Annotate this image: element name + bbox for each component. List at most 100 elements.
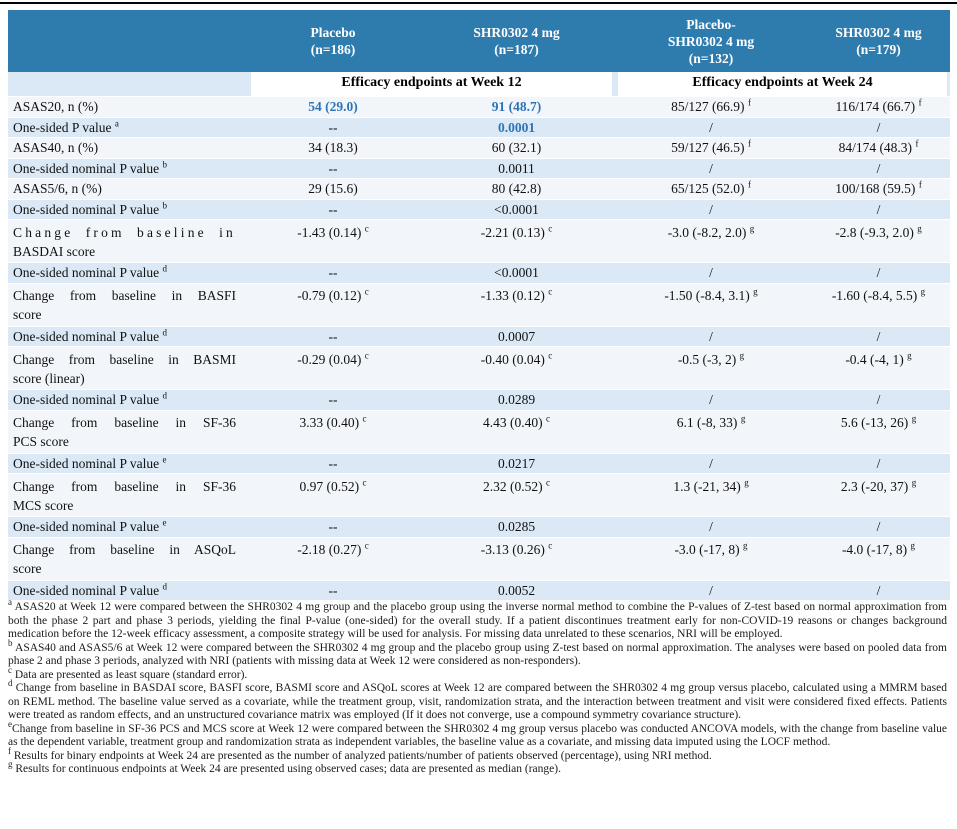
data-cell: -2.18 (0.27) c xyxy=(297,540,369,557)
table-row: One-sided P value a -- 0.0001 / / xyxy=(8,117,950,138)
data-cell: 59/127 (46.5) f xyxy=(671,138,751,155)
efficacy-results-table: Placebo (n=186) SHR0302 4 mg (n=187) Placebo… xyxy=(8,10,950,601)
data-cell: / xyxy=(876,582,881,598)
value-superscript: f xyxy=(747,138,751,149)
footnote-item: eChange from baseline in SF-36 PCS and M… xyxy=(8,718,947,748)
value-superscript: c xyxy=(364,540,369,551)
column-header: Placebo (n=186) xyxy=(248,10,418,72)
row-label: One-sided nominal P value b xyxy=(8,200,248,220)
value-superscript: c xyxy=(364,286,369,297)
table-row: Change from baseline in ASQoL score -2.18 … xyxy=(8,537,950,581)
value-superscript: f xyxy=(918,97,922,108)
value-superscript: g xyxy=(739,350,745,360)
data-cell: / xyxy=(709,201,713,217)
data-cell: -4.0 (-17, 8) g xyxy=(841,540,916,557)
data-cell: 2.3 (-20, 37) g xyxy=(840,477,917,494)
value-superscript: g xyxy=(910,540,916,551)
row-label-line: score xyxy=(13,307,42,322)
row-label: One-sided nominal P value b xyxy=(8,159,248,179)
data-cell: / xyxy=(876,519,881,534)
value-superscript: c xyxy=(548,350,553,360)
value-superscript: c xyxy=(546,477,550,487)
section-header-row: Efficacy endpoints at Week 12 Efficacy en… xyxy=(8,72,950,97)
row-label-line: One-sided nominal P value b xyxy=(13,159,167,176)
label-superscript: d xyxy=(162,327,167,337)
table-row: One-sided nominal P value e -- 0.0285 / / xyxy=(8,517,950,538)
data-cell: 1.3 (-21, 34) g xyxy=(673,477,749,494)
row-label-line: One-sided nominal P value e xyxy=(13,454,167,471)
data-cell: 5.6 (-13, 26) g xyxy=(840,413,917,430)
data-cell: 0.0217 xyxy=(497,455,536,471)
value-superscript: c xyxy=(362,413,367,424)
row-label: Change from baseline in ASQoL score xyxy=(8,538,248,580)
value-superscript: c xyxy=(364,223,369,233)
row-label: ASAS40, n (%) xyxy=(8,138,248,158)
row-label-line: One-sided nominal P value d xyxy=(13,327,167,344)
label-superscript: a xyxy=(114,118,119,128)
column-header-line: Placebo- xyxy=(686,16,736,32)
column-header-line: (n=132) xyxy=(688,50,734,66)
data-cell: -0.5 (-3, 2) g xyxy=(677,350,745,367)
label-superscript: d xyxy=(162,581,167,591)
data-cell: 91 (48.7) xyxy=(491,99,542,114)
footnote-marker: c xyxy=(8,664,12,675)
data-cell: -2.8 (-9.3, 2.0) g xyxy=(835,223,922,240)
data-cell: 100/168 (59.5) f xyxy=(835,179,922,196)
data-cell: 0.0007 xyxy=(497,328,536,344)
row-label: One-sided nominal P value e xyxy=(8,517,248,537)
data-cell: 60 (32.1) xyxy=(491,140,542,155)
data-cell: / xyxy=(709,160,713,176)
row-label: Change from baseline in SF-36 MCS score xyxy=(8,474,248,516)
value-superscript: f xyxy=(918,179,922,190)
section-header: Efficacy endpoints at Week 12 xyxy=(251,72,612,96)
data-cell: -1.43 (0.14) c xyxy=(297,223,369,240)
value-superscript: g xyxy=(911,477,917,487)
data-cell: -- xyxy=(328,455,338,471)
label-superscript: b xyxy=(162,159,167,169)
data-cell: 84/174 (48.3) f xyxy=(838,138,919,155)
row-label: One-sided nominal P value d xyxy=(8,581,248,601)
row-label: Change from baseline in BASMI score (line… xyxy=(8,347,248,389)
value-superscript: g xyxy=(907,350,912,360)
data-cell: / xyxy=(709,392,713,407)
data-cell: / xyxy=(709,582,713,598)
data-cell: -- xyxy=(328,160,338,176)
data-cell: -- xyxy=(328,392,338,407)
table-row: Change from baseline in SF-36 MCS score 0.… xyxy=(8,474,950,517)
row-label: Change from baseline in BASDAI score xyxy=(8,220,248,262)
data-cell: -0.4 (-4, 1) g xyxy=(845,350,912,367)
data-cell: -1.60 (-8.4, 5.5) g xyxy=(831,286,926,303)
row-label: Change from baseline in BASFI score xyxy=(8,284,248,326)
data-cell: / xyxy=(709,119,713,135)
value-superscript: c xyxy=(546,413,550,424)
label-superscript: e xyxy=(162,517,167,528)
table-row: One-sided nominal P value b -- 0.0011 / / xyxy=(8,158,950,179)
value-superscript: g xyxy=(920,286,926,297)
value-superscript: f xyxy=(915,138,919,149)
table-row: Change from baseline in BASDAI score -1.43… xyxy=(8,220,950,263)
footnote-item: f Results for binary endpoints at Week 2… xyxy=(8,745,712,762)
table-row: ASAS40, n (%) 34 (18.3) 60 (32.1) 59/127 (4… xyxy=(8,138,950,159)
row-label-line: One-sided nominal P value d xyxy=(13,581,167,598)
row-label-line: ASAS5/6, n (%) xyxy=(13,181,102,196)
row-label: One-sided nominal P value d xyxy=(8,263,248,283)
row-label-line: Change from baseline in SF-36 xyxy=(13,478,236,494)
data-cell: 0.0289 xyxy=(497,392,536,407)
value-superscript: c xyxy=(364,350,369,360)
footnote-item: g Results for continuous endpoints at We… xyxy=(8,759,561,775)
row-label-line: score (linear) xyxy=(13,370,85,386)
column-header: Placebo- SHR0302 4 mg (n=132) xyxy=(615,10,807,72)
row-label-line: One-sided P value a xyxy=(13,118,119,135)
table-row: One-sided nominal P value d -- 0.0052 / / xyxy=(8,580,950,601)
table-body: ASAS20, n (%) 54 (29.0) 91 (48.7) 85/127 (6… xyxy=(8,97,950,601)
row-label: ASAS5/6, n (%) xyxy=(8,179,248,199)
data-cell: -3.13 (0.26) c xyxy=(480,540,553,557)
footnote-item: c Data are presented as least square (st… xyxy=(8,664,248,681)
data-cell: 0.97 (0.52) c xyxy=(299,477,367,494)
data-cell: -3.0 (-17, 8) g xyxy=(674,540,748,557)
value-superscript: g xyxy=(917,223,922,233)
data-cell: -- xyxy=(328,582,338,598)
row-label-line: Change from baseline in xyxy=(13,224,236,240)
data-cell: -0.29 (0.04) c xyxy=(297,350,369,367)
data-cell: / xyxy=(709,455,713,471)
